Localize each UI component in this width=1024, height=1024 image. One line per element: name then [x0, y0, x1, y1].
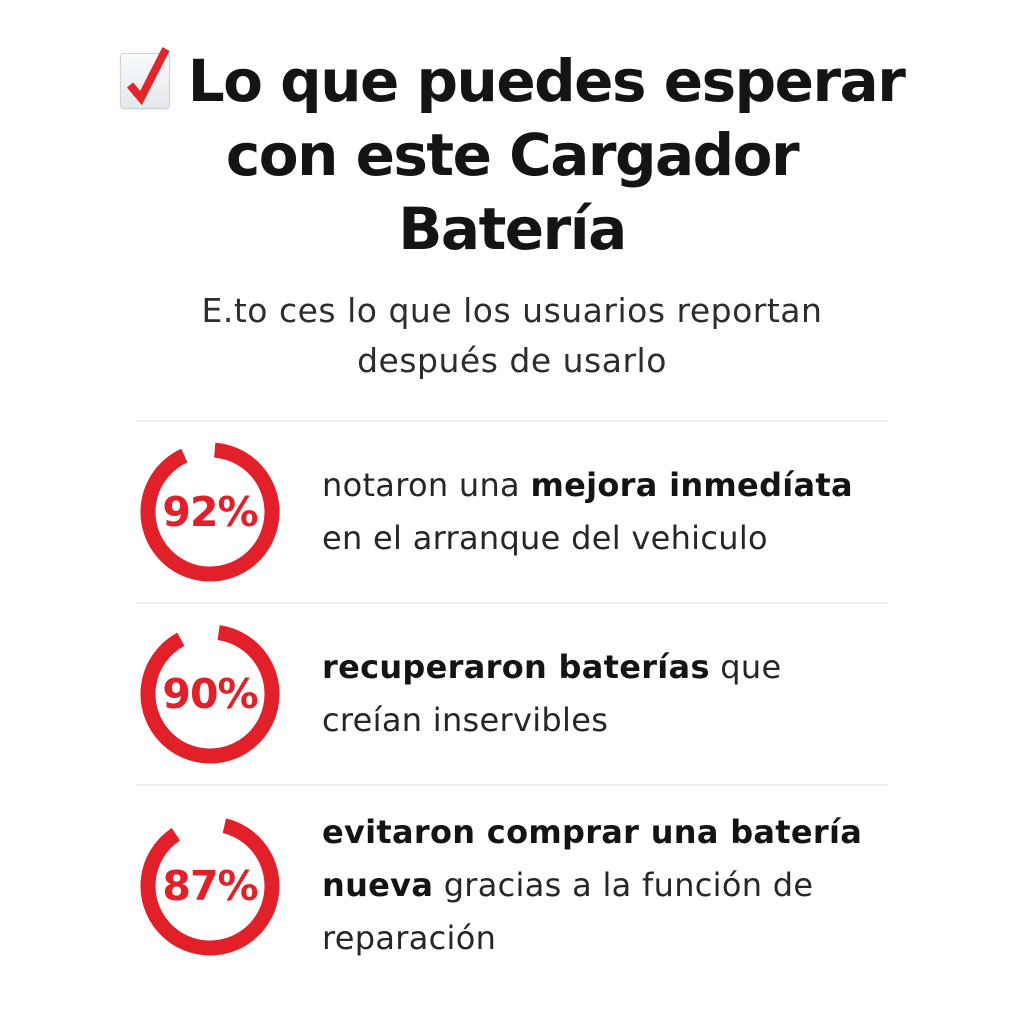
percent-ring-87: 87%	[140, 816, 280, 956]
stats-list: 92% notaron una mejora inmedíata en el a…	[136, 420, 888, 985]
stat-text-regular: notaron una	[322, 466, 531, 504]
checkmark-glyph	[126, 47, 170, 106]
stat-text-regular: que creían inservibles	[322, 648, 782, 739]
stat-row-90: 90% recuperaron baterías que creían inse…	[136, 602, 888, 784]
donut-gauge-icon	[140, 817, 280, 955]
title-text-1: Lo que puedes esperar	[187, 47, 906, 115]
stat-text-bold: evitaron comprar una batería nueva	[322, 813, 863, 904]
stat-text: evitaron comprar una batería nueva graci…	[322, 806, 864, 965]
percent-ring-92: 92%	[140, 442, 280, 582]
stat-text-bold: mejora inmedíata	[530, 466, 853, 504]
page-title: Lo que puedes esperar con este Cargador …	[0, 44, 1024, 266]
percent-value: 90%	[162, 670, 258, 718]
stat-text-regular: gracias a la función de reparación	[322, 866, 814, 957]
header: Lo que puedes esperar con este Cargador …	[0, 44, 1024, 386]
donut-gauge-icon	[140, 625, 280, 764]
subtitle: E.to ces lo que los usuarios reportan de…	[0, 286, 1024, 386]
percent-value: 87%	[162, 861, 258, 910]
stat-text-regular: en el arranque del vehiculo	[322, 519, 768, 557]
stat-row-92: 92% notaron una mejora inmedíata en el a…	[136, 420, 888, 602]
title-line-1: Lo que puedes esperar	[0, 44, 1024, 118]
title-line-2: con este Cargador	[225, 121, 800, 189]
percent-value: 92%	[162, 488, 258, 536]
donut-gauge-icon	[140, 442, 280, 582]
subtitle-line-1: E.to ces lo que los usuarios reportan	[201, 291, 823, 330]
percent-ring-90: 90%	[140, 624, 280, 764]
red-checkmark-icon	[119, 47, 170, 109]
subtitle-line-2: después de usarlo	[357, 341, 667, 380]
stat-row-87: 87% evitaron comprar una batería nueva g…	[136, 784, 888, 985]
stat-text: notaron una mejora inmedíata en el arran…	[322, 459, 864, 565]
title-line-3: Batería	[398, 195, 627, 263]
stat-text-bold: recuperaron baterías	[322, 648, 710, 686]
stat-text: recuperaron baterías que creían inservib…	[322, 641, 864, 747]
